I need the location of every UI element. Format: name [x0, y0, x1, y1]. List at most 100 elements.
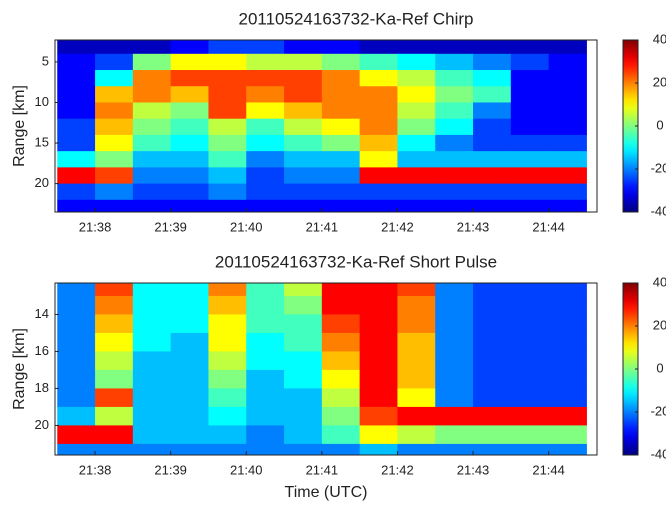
heatmap-cell [435, 167, 474, 185]
x-tick-label: 21:44 [532, 462, 565, 477]
heatmap-cell [510, 53, 550, 71]
heatmap-cell [473, 40, 512, 55]
heatmap-cell [208, 283, 247, 297]
heatmap-cell [510, 183, 550, 201]
heatmap-cell [284, 183, 323, 201]
heatmap-cell [57, 151, 96, 168]
heatmap-cell [284, 199, 323, 212]
heatmap-cell [95, 167, 134, 185]
x-tick-label: 21:42 [381, 462, 414, 477]
heatmap-cell [132, 102, 172, 120]
heatmap-cell [321, 425, 361, 445]
heatmap-cell [473, 406, 512, 426]
heatmap-cell [284, 295, 323, 315]
colorbar-tick-label: 0 [656, 117, 663, 132]
heatmap-cell [208, 102, 247, 120]
heatmap-cell [132, 314, 172, 334]
heatmap-cell [473, 53, 512, 71]
heatmap-cell [321, 40, 361, 55]
heatmap-cell [397, 295, 436, 315]
heatmap-cell [208, 151, 247, 168]
heatmap-cell [284, 443, 323, 455]
heatmap-cell [95, 134, 134, 152]
heatmap-cell [359, 369, 398, 389]
heatmap-cell [473, 183, 512, 201]
heatmap-cell [170, 332, 209, 352]
colorbar-tick-label: -20 [651, 403, 666, 418]
heatmap-cell [397, 40, 436, 55]
heatmap-cell [57, 369, 96, 389]
heatmap-cell [359, 151, 398, 168]
heatmap-cell [510, 283, 550, 297]
heatmap-cell [95, 118, 134, 136]
heatmap-cell [321, 351, 361, 371]
heatmap-cell [397, 314, 436, 334]
heatmap-cell [435, 134, 474, 152]
heatmap-cell [473, 332, 512, 352]
heatmap-cell [548, 118, 587, 136]
heatmap-cell [435, 53, 474, 71]
heatmap-cell [170, 314, 209, 334]
heatmap-cell [170, 70, 209, 87]
heatmap-cell [57, 351, 96, 371]
heatmap-cell [321, 118, 361, 136]
heatmap-cell [170, 406, 209, 426]
heatmap-cell [548, 295, 587, 315]
heatmap-cell [435, 369, 474, 389]
heatmap-cells [57, 283, 587, 455]
heatmap-cell [359, 86, 398, 103]
heatmap-cell [57, 283, 96, 297]
heatmap-cell [208, 40, 247, 55]
heatmap-cell [57, 167, 96, 185]
heatmap-cell [284, 86, 323, 103]
heatmap-cell [359, 425, 398, 445]
heatmap-cell [435, 70, 474, 87]
heatmap-cell [359, 183, 398, 201]
heatmap-cell [510, 118, 550, 136]
heatmap-cell [284, 102, 323, 120]
heatmap-cell [548, 388, 587, 408]
y-tick-label: 14 [35, 306, 49, 321]
heatmap-cell [510, 351, 550, 371]
heatmap-cell [359, 167, 398, 185]
heatmap-cell [208, 314, 247, 334]
plot-frame [54, 39, 598, 213]
heatmap-cell [246, 183, 285, 201]
heatmap-cell [57, 183, 96, 201]
heatmap-cell [95, 295, 134, 315]
heatmap-cell [95, 86, 134, 103]
heatmap-cell [473, 425, 512, 445]
heatmap-cell [95, 151, 134, 168]
heatmap-cell [359, 199, 398, 212]
heatmap-cell [548, 134, 587, 152]
y-tick-label: 20 [35, 175, 49, 190]
heatmap-cell [321, 369, 361, 389]
heatmap-cell [284, 167, 323, 185]
heatmap-cell [359, 40, 398, 55]
colorbar-tick-label: 20 [653, 74, 666, 89]
heatmap-cell [95, 425, 134, 445]
heatmap-cell [284, 118, 323, 136]
heatmap-cell [57, 86, 96, 103]
heatmap-cell [510, 425, 550, 445]
heatmap-cell [57, 199, 96, 212]
heatmap-cell [208, 369, 247, 389]
heatmap-cell [435, 314, 474, 334]
heatmap-cell [435, 388, 474, 408]
heatmap-cell [208, 118, 247, 136]
heatmap-cell [321, 134, 361, 152]
colorbar-tick-label: 40 [653, 31, 666, 46]
x-tick-label: 21:39 [154, 219, 187, 234]
heatmap-cell [246, 40, 285, 55]
heatmap-cell [208, 332, 247, 352]
heatmap-cell [548, 167, 587, 185]
plot-frame [54, 282, 598, 456]
heatmap-cell [284, 283, 323, 297]
heatmap-cell [321, 314, 361, 334]
heatmap-cell [284, 40, 323, 55]
heatmap-cell [246, 167, 285, 185]
heatmap-cell [435, 118, 474, 136]
heatmap-cell [246, 332, 285, 352]
y-axis-label: Range [km] [11, 328, 28, 410]
colorbar-tick-label: 0 [656, 360, 663, 375]
